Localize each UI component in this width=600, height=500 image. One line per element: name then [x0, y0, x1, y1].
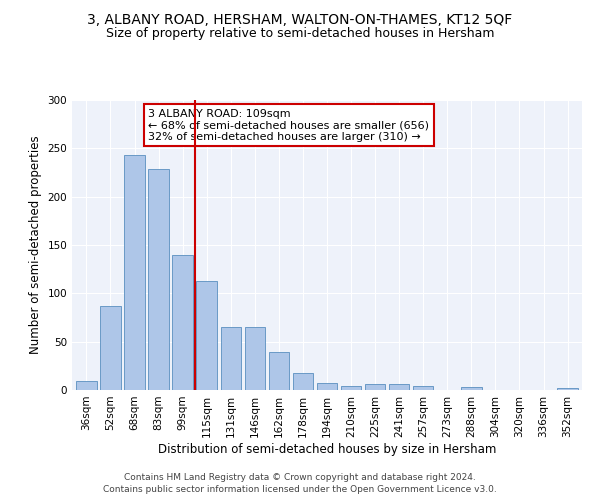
Bar [413, 386, 433, 390]
Bar [196, 281, 217, 390]
Bar [341, 386, 361, 390]
Text: 3 ALBANY ROAD: 109sqm
← 68% of semi-detached houses are smaller (656)
32% of sem: 3 ALBANY ROAD: 109sqm ← 68% of semi-deta… [149, 108, 430, 142]
Bar [100, 306, 121, 390]
Bar [389, 384, 409, 390]
Text: 3, ALBANY ROAD, HERSHAM, WALTON-ON-THAMES, KT12 5QF: 3, ALBANY ROAD, HERSHAM, WALTON-ON-THAME… [88, 12, 512, 26]
X-axis label: Distribution of semi-detached houses by size in Hersham: Distribution of semi-detached houses by … [158, 442, 496, 456]
Bar [221, 327, 241, 390]
Text: Size of property relative to semi-detached houses in Hersham: Size of property relative to semi-detach… [106, 28, 494, 40]
Bar [557, 388, 578, 390]
Bar [317, 383, 337, 390]
Y-axis label: Number of semi-detached properties: Number of semi-detached properties [29, 136, 42, 354]
Bar [269, 352, 289, 390]
Text: Contains public sector information licensed under the Open Government Licence v3: Contains public sector information licen… [103, 485, 497, 494]
Bar [293, 372, 313, 390]
Bar [148, 168, 169, 390]
Bar [245, 327, 265, 390]
Text: Contains HM Land Registry data © Crown copyright and database right 2024.: Contains HM Land Registry data © Crown c… [124, 472, 476, 482]
Bar [76, 382, 97, 390]
Bar [124, 155, 145, 390]
Bar [461, 387, 482, 390]
Bar [365, 384, 385, 390]
Bar [172, 254, 193, 390]
